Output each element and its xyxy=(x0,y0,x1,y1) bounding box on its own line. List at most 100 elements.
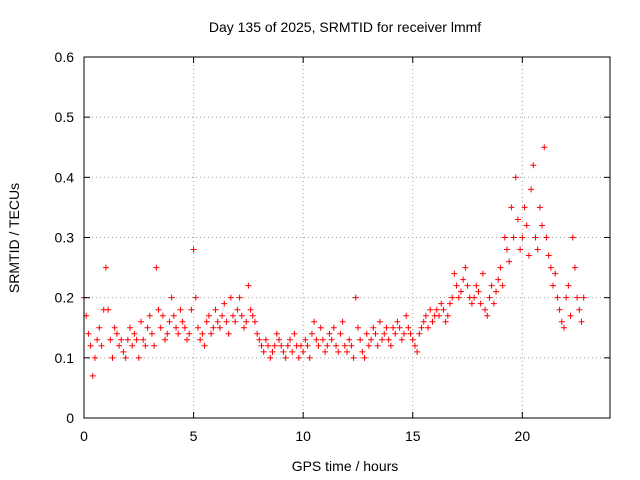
data-point xyxy=(556,306,563,313)
data-point xyxy=(144,324,151,331)
data-point xyxy=(453,282,460,289)
data-point xyxy=(405,324,412,331)
data-point xyxy=(315,342,322,349)
data-point xyxy=(273,330,280,337)
data-point xyxy=(219,312,226,319)
data-point xyxy=(142,342,149,349)
y-axis-label: SRMTID / TECUs xyxy=(6,183,22,293)
data-point xyxy=(313,336,320,343)
data-point xyxy=(129,342,136,349)
data-point xyxy=(201,342,208,349)
data-point xyxy=(352,294,359,301)
data-point xyxy=(85,330,92,337)
data-point xyxy=(216,324,223,331)
data-point xyxy=(105,306,112,313)
data-point xyxy=(245,282,252,289)
data-point xyxy=(574,294,581,301)
data-point xyxy=(407,330,414,337)
data-point xyxy=(256,336,263,343)
data-point xyxy=(495,276,502,283)
data-point xyxy=(486,294,493,301)
data-point xyxy=(197,336,204,343)
y-tick-label: 0.6 xyxy=(55,49,75,65)
y-tick-label: 0 xyxy=(66,410,74,426)
data-point xyxy=(214,318,221,325)
y-tick-label: 0.1 xyxy=(55,350,75,366)
data-point xyxy=(444,312,451,319)
data-point xyxy=(398,336,405,343)
data-point xyxy=(322,348,329,355)
y-tick-label: 0.2 xyxy=(55,290,75,306)
data-point xyxy=(403,312,410,319)
data-point xyxy=(530,162,537,169)
data-point xyxy=(230,312,237,319)
data-point xyxy=(475,288,482,295)
data-point xyxy=(460,276,467,283)
data-point xyxy=(238,312,245,319)
data-point xyxy=(232,318,239,325)
data-point xyxy=(479,270,486,277)
data-point xyxy=(111,324,118,331)
y-tick-label: 0.5 xyxy=(55,109,75,125)
chart-title: Day 135 of 2025, SRMTID for receiver lmm… xyxy=(209,19,481,35)
data-point xyxy=(440,306,447,313)
data-point xyxy=(251,318,258,325)
data-point xyxy=(118,336,125,343)
data-point xyxy=(464,282,471,289)
data-point xyxy=(295,354,302,361)
data-point xyxy=(159,312,166,319)
data-point xyxy=(545,252,552,259)
data-point xyxy=(157,324,164,331)
data-point xyxy=(350,354,357,361)
data-point xyxy=(370,324,377,331)
data-point xyxy=(186,330,193,337)
data-point xyxy=(357,336,364,343)
data-point xyxy=(120,348,127,355)
tick-labels: 0 0.1 0.2 0.3 0.4 0.5 0.6 0 5 10 15 20 xyxy=(55,49,531,444)
data-point xyxy=(547,264,554,271)
data-point xyxy=(98,342,105,349)
data-point xyxy=(503,246,510,253)
data-point xyxy=(175,330,182,337)
data-point xyxy=(240,324,247,331)
data-point xyxy=(536,204,543,211)
data-point xyxy=(541,144,548,151)
data-points xyxy=(81,144,587,379)
data-point xyxy=(372,330,379,337)
data-point xyxy=(306,354,313,361)
data-point xyxy=(330,324,337,331)
data-point xyxy=(563,294,570,301)
data-point xyxy=(484,312,491,319)
data-point xyxy=(153,264,160,271)
data-point xyxy=(173,324,180,331)
data-point xyxy=(280,348,287,355)
data-point xyxy=(457,288,464,295)
data-point xyxy=(282,354,289,361)
data-point xyxy=(383,324,390,331)
data-point xyxy=(517,246,524,253)
data-point xyxy=(162,336,169,343)
data-point xyxy=(302,336,309,343)
data-point xyxy=(151,342,158,349)
data-point xyxy=(192,294,199,301)
data-point xyxy=(271,342,278,349)
data-point xyxy=(361,354,368,361)
grid-lines xyxy=(84,57,610,418)
data-point xyxy=(578,318,585,325)
data-point xyxy=(346,336,353,343)
data-point xyxy=(260,348,267,355)
data-point xyxy=(319,336,326,343)
data-point xyxy=(249,312,256,319)
data-point xyxy=(205,312,212,319)
data-point xyxy=(317,324,324,331)
data-point xyxy=(543,234,550,241)
data-point xyxy=(124,336,131,343)
data-point xyxy=(133,336,140,343)
data-point xyxy=(348,342,355,349)
data-point xyxy=(208,330,215,337)
data-point xyxy=(91,354,98,361)
data-point xyxy=(560,324,567,331)
data-point xyxy=(94,336,101,343)
data-point xyxy=(554,294,561,301)
